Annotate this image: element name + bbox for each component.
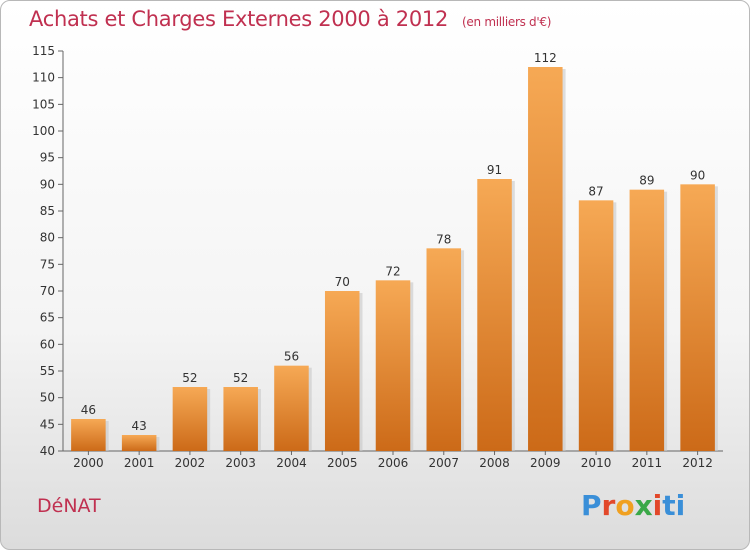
- data-label: 91: [487, 163, 502, 177]
- y-tick-label: 65: [40, 311, 55, 325]
- y-tick-label: 95: [40, 151, 55, 165]
- bar-2011: [629, 189, 665, 451]
- x-tick-label: 2002: [175, 456, 206, 470]
- bar-2001: [121, 435, 157, 451]
- logo-letter: i: [652, 489, 663, 522]
- x-tick-label: 2006: [378, 456, 409, 470]
- chart-unit: (en milliers d'€): [462, 15, 552, 29]
- chart-title-text: Achats et Charges Externes 2000 à 2012: [29, 7, 449, 31]
- y-tick-label: 45: [40, 417, 55, 431]
- data-label: 70: [335, 275, 350, 289]
- bar-2002: [172, 387, 208, 451]
- bar-2000: [71, 419, 106, 451]
- x-tick-label: 2003: [225, 456, 256, 470]
- x-tick-label: 2011: [632, 456, 663, 470]
- y-tick-label: 40: [40, 444, 55, 458]
- y-tick-label: 110: [32, 71, 55, 85]
- bar-2005: [324, 291, 360, 451]
- x-tick-label: 2001: [124, 456, 155, 470]
- bar-2006: [375, 280, 411, 451]
- x-tick-label: 2008: [479, 456, 510, 470]
- x-tick-label: 2009: [530, 456, 561, 470]
- logo-letter: o: [615, 489, 635, 522]
- data-label: 56: [284, 350, 299, 364]
- y-tick-label: 55: [40, 364, 55, 378]
- y-tick-label: 115: [32, 44, 55, 58]
- bar-2004: [274, 365, 309, 451]
- chart-bars: 46 43 52 52 56 70 72 78 91 112 87 89 90: [71, 51, 718, 452]
- bar-2007: [426, 248, 462, 451]
- bar-2012: [680, 184, 715, 452]
- data-label: 90: [690, 168, 705, 182]
- bar-2009: [528, 67, 563, 451]
- bar-2008: [477, 179, 512, 451]
- x-tick-label: 2010: [581, 456, 612, 470]
- logo-letter: x: [634, 489, 653, 522]
- logo-letter: r: [601, 489, 616, 522]
- logo-letter: ti: [662, 489, 686, 522]
- data-label: 89: [639, 174, 654, 188]
- data-label: 52: [182, 371, 197, 385]
- x-tick-label: 2004: [276, 456, 307, 470]
- y-tick-label: 90: [40, 177, 55, 191]
- data-label: 52: [233, 371, 248, 385]
- y-tick-label: 50: [40, 391, 55, 405]
- y-tick-label: 105: [32, 97, 55, 111]
- y-tick-label: 100: [32, 124, 55, 138]
- y-tick-label: 60: [40, 337, 55, 351]
- x-tick-label: 2000: [73, 456, 104, 470]
- proxiti-logo[interactable]: Proxiti: [581, 489, 685, 522]
- data-label: 112: [534, 51, 557, 65]
- y-tick-label: 75: [40, 257, 55, 271]
- x-tick-label: 2012: [682, 456, 713, 470]
- x-tick-label: 2005: [327, 456, 358, 470]
- data-label: 72: [385, 264, 400, 278]
- x-tick-label: 2007: [428, 456, 459, 470]
- y-tick-label: 85: [40, 204, 55, 218]
- data-label: 87: [588, 184, 603, 198]
- y-tick-label: 80: [40, 231, 55, 245]
- chart-axes: 40 45 50 55 60 65 70 75 80 85 90 95 100 105 110 115 2000…: [32, 44, 723, 470]
- data-label: 43: [132, 419, 147, 433]
- data-label: 78: [436, 232, 451, 246]
- logo-letter: P: [581, 489, 602, 522]
- y-tick-label: 70: [40, 284, 55, 298]
- chart-title: Achats et Charges Externes 2000 à 2012 (e…: [29, 7, 551, 31]
- bar-2003: [223, 387, 258, 451]
- bar-2010: [578, 200, 614, 451]
- commune-name: DéNAT: [37, 495, 101, 517]
- data-label: 46: [81, 403, 96, 417]
